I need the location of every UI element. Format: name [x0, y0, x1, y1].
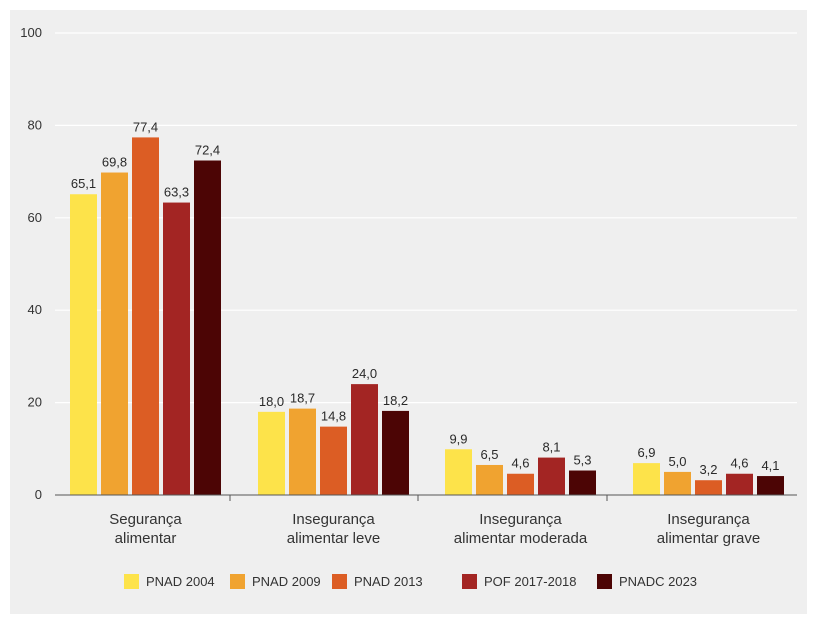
data-label: 9,9 — [449, 431, 467, 446]
category-label: alimentar — [115, 530, 177, 547]
bar — [695, 480, 722, 495]
category-label: alimentar grave — [657, 530, 760, 547]
data-label: 5,3 — [573, 453, 591, 468]
bar — [382, 410, 409, 495]
legend-swatch — [230, 574, 245, 589]
data-label: 4,1 — [761, 458, 779, 473]
bar — [476, 464, 503, 495]
data-label: 4,6 — [730, 456, 748, 471]
y-tick-label: 0 — [35, 487, 42, 502]
data-label: 6,5 — [480, 447, 498, 462]
category-label: Insegurança — [292, 511, 375, 528]
data-label: 63,3 — [164, 185, 189, 200]
bar — [445, 449, 472, 495]
legend-label: PNADC 2023 — [619, 574, 697, 589]
legend-swatch — [124, 574, 139, 589]
legend-swatch — [597, 574, 612, 589]
bar — [101, 172, 128, 496]
legend-swatch — [332, 574, 347, 589]
bar — [569, 470, 596, 495]
y-tick-label: 100 — [20, 25, 42, 40]
bar — [757, 476, 784, 495]
data-label: 6,9 — [637, 445, 655, 460]
data-label: 14,8 — [321, 409, 346, 424]
bar — [507, 473, 534, 495]
category-label: Segurança — [109, 511, 182, 528]
data-label: 18,7 — [290, 391, 315, 406]
data-label: 77,4 — [133, 119, 158, 134]
legend-label: PNAD 2009 — [252, 574, 321, 589]
bars — [70, 137, 784, 496]
bar — [289, 408, 316, 495]
legend-swatch — [462, 574, 477, 589]
legend-label: PNAD 2004 — [146, 574, 215, 589]
bar — [258, 411, 285, 495]
bar — [633, 463, 660, 495]
bar — [538, 457, 565, 495]
bar — [194, 160, 221, 495]
data-label: 4,6 — [511, 456, 529, 471]
category-label: Insegurança — [479, 511, 562, 528]
data-label: 3,2 — [699, 462, 717, 477]
y-tick-label: 20 — [28, 395, 42, 410]
y-axis: 0 20 40 60 80 100 — [20, 25, 42, 502]
legend-label: PNAD 2013 — [354, 574, 423, 589]
data-label: 18,0 — [259, 394, 284, 409]
category-label: alimentar leve — [287, 530, 380, 547]
y-tick-label: 40 — [28, 302, 42, 317]
y-tick-label: 60 — [28, 210, 42, 225]
legend: PNAD 2004 PNAD 2009 PNAD 2013 POF 2017-2018… — [124, 574, 697, 589]
data-label: 69,8 — [102, 155, 127, 170]
data-label: 72,4 — [195, 143, 220, 158]
bar — [664, 471, 691, 495]
data-label: 65,1 — [71, 176, 96, 191]
bar — [163, 202, 190, 495]
data-label: 8,1 — [542, 440, 560, 455]
bar — [132, 137, 159, 496]
category-label: alimentar moderada — [454, 530, 588, 547]
bar — [70, 194, 97, 495]
data-label: 18,2 — [383, 393, 408, 408]
data-label: 5,0 — [668, 454, 686, 469]
category-label: Insegurança — [667, 511, 750, 528]
legend-label: POF 2017-2018 — [484, 574, 577, 589]
data-label: 24,0 — [352, 366, 377, 381]
y-tick-label: 80 — [28, 117, 42, 132]
bar — [351, 384, 378, 495]
x-axis: Segurança alimentar Insegurança alimentar l… — [55, 494, 797, 547]
bar — [726, 473, 753, 495]
data-labels: 65,1 18,0 9,9 6,9 69,8 18,7 6,5 5,0 77,4 14,8 4,6 3… — [71, 119, 780, 477]
bar — [320, 426, 347, 495]
